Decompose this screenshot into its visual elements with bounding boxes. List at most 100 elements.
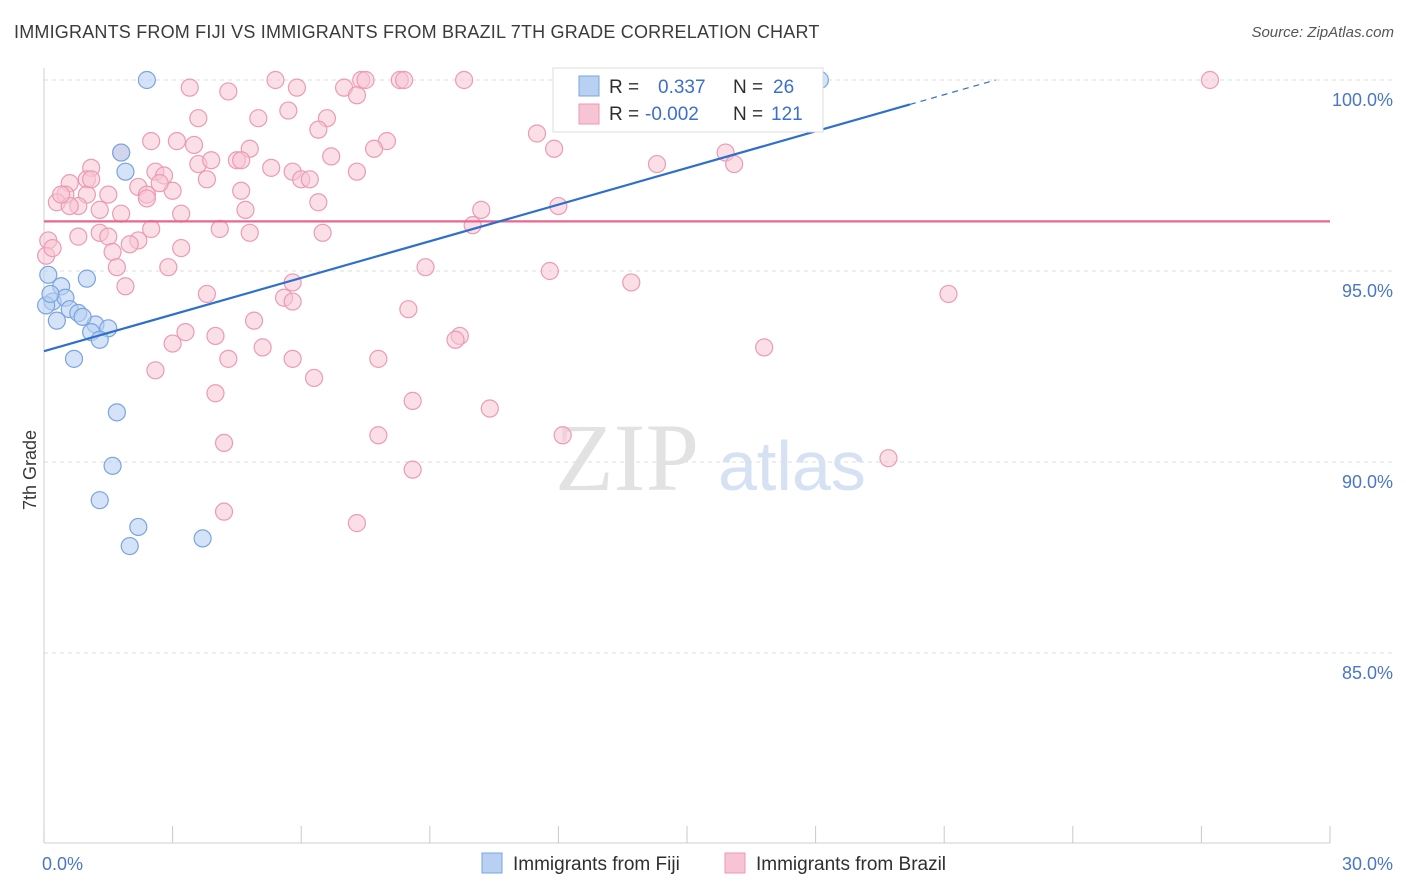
brazil-point: [69, 227, 88, 246]
brazil-point: [364, 139, 384, 158]
bottom-legend-swatch-fiji: [481, 852, 503, 874]
legend-swatch-fiji: [578, 75, 600, 97]
brazil-point: [202, 151, 221, 170]
brazil-point: [647, 154, 667, 174]
legend-n-label-brazil: N =: [733, 104, 763, 125]
brazil-point: [214, 433, 234, 452]
fiji-point: [120, 536, 139, 556]
brazil-point: [172, 204, 191, 223]
legend-n-label-fiji: N =: [733, 77, 763, 98]
brazil-point: [210, 219, 229, 239]
brazil-point: [347, 86, 367, 105]
fiji-point: [41, 284, 60, 304]
brazil-point: [206, 326, 225, 346]
watermark: ZIP atlas: [555, 404, 866, 511]
fiji-point: [137, 70, 156, 90]
stats-legend: R = 0.337 N = 26 R = -0.002 N = 121: [552, 67, 824, 133]
brazil-point: [167, 132, 186, 151]
brazil-point: [283, 292, 302, 311]
brazil-point: [219, 82, 238, 101]
chart-title: IMMIGRANTS FROM FIJI VS IMMIGRANTS FROM …: [14, 22, 820, 42]
fiji-point: [64, 349, 84, 368]
y-tick-label: 95.0%: [1342, 281, 1393, 301]
brazil-point: [300, 170, 319, 189]
brazil-point: [347, 514, 367, 533]
bottom-legend-swatch-brazil: [724, 852, 746, 874]
brazil-point: [232, 181, 251, 200]
series-legend: Immigrants from Fiji Immigrants from Bra…: [481, 852, 946, 875]
brazil-point: [725, 154, 744, 174]
brazil-point: [279, 101, 298, 120]
brazil-point: [43, 238, 62, 258]
brazil-point: [253, 338, 272, 357]
fiji-point: [193, 529, 212, 548]
y-axis-label: 7th Grade: [20, 430, 40, 510]
brazil-point: [116, 277, 135, 296]
x-tick-labels: 0.0% 30.0%: [42, 854, 1393, 874]
brazil-point: [189, 109, 208, 128]
brazil-point: [322, 147, 341, 166]
legend-r-value-brazil: -0.002: [645, 104, 699, 125]
brazil-point: [403, 460, 422, 479]
brazil-point: [159, 258, 178, 277]
brazil-point: [240, 223, 259, 242]
axes: [43, 68, 1331, 844]
brazil-point: [219, 349, 238, 368]
brazil-point: [480, 399, 499, 418]
brazil-point: [206, 384, 225, 403]
watermark-zip: ZIP: [555, 404, 699, 511]
brazil-point: [287, 78, 307, 97]
brazil-point: [369, 349, 388, 368]
brazil-point: [545, 139, 564, 158]
brazil-point: [120, 235, 139, 254]
brazil-point: [150, 174, 169, 193]
brazil-point: [879, 449, 898, 468]
brazil-point: [180, 78, 199, 97]
brazil-point: [446, 330, 465, 349]
fiji-point: [77, 269, 96, 288]
brazil-point: [399, 300, 418, 319]
legend-r-label-fiji: R =: [609, 77, 639, 98]
brazil-point: [184, 135, 204, 155]
brazil-point: [172, 238, 191, 258]
brazil-point: [146, 361, 165, 380]
brazil-point: [622, 273, 641, 292]
fiji-point: [47, 311, 66, 330]
fiji-point: [90, 491, 109, 510]
brazil-points: [37, 70, 1220, 533]
brazil-point: [553, 426, 572, 445]
brazil-point: [244, 311, 264, 330]
brazil-point: [262, 158, 281, 177]
trend-lines: [43, 79, 1330, 353]
brazil-point: [472, 200, 491, 219]
brazil-point: [82, 170, 101, 189]
legend-swatch-brazil: [578, 103, 600, 125]
brazil-point: [142, 132, 161, 151]
brazil-point: [313, 223, 332, 242]
y-tick-labels: 85.0% 90.0% 95.0% 100.0%: [1332, 90, 1393, 683]
brazil-point: [197, 170, 216, 189]
brazil-point: [90, 200, 109, 219]
brazil-point: [394, 70, 414, 90]
fiji-point: [103, 456, 122, 475]
fiji-points: [37, 70, 829, 556]
brazil-point: [755, 338, 774, 357]
source-credit: Source: ZipAtlas.com: [1251, 24, 1394, 41]
watermark-atlas: atlas: [718, 427, 866, 505]
bottom-legend-label-brazil: Immigrants from Brazil: [756, 854, 946, 875]
brazil-point: [347, 162, 367, 181]
brazil-point: [232, 151, 251, 170]
brazil-point: [309, 120, 328, 139]
brazil-point: [403, 391, 422, 410]
fiji-trend-line-extension: [909, 79, 996, 106]
brazil-point: [137, 189, 156, 208]
brazil-point: [369, 426, 388, 445]
legend-n-value-brazil: 121: [771, 104, 803, 125]
brazil-point: [99, 185, 118, 204]
brazil-point: [266, 70, 285, 90]
brazil-point: [1200, 70, 1220, 90]
brazil-point: [99, 227, 118, 246]
brazil-point: [283, 349, 302, 368]
brazil-point: [527, 124, 547, 143]
fiji-trend-line: [43, 103, 911, 353]
